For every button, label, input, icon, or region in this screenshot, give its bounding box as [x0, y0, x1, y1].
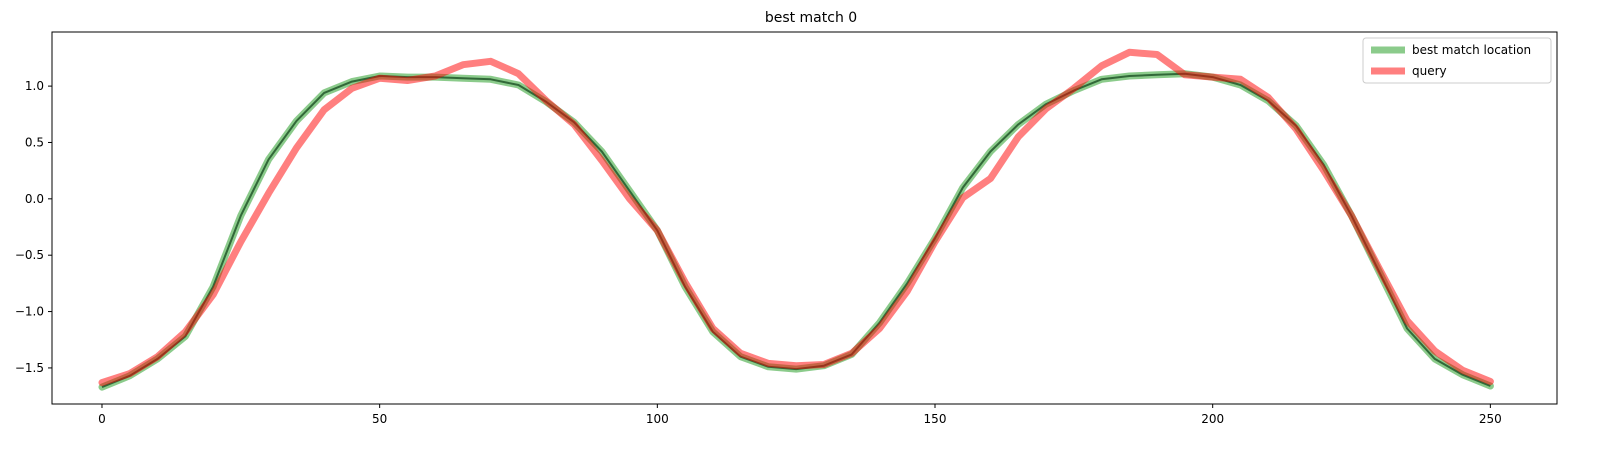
y-tick-label: −1.5 [15, 361, 44, 375]
y-tick-label: 1.0 [25, 79, 44, 93]
y-tick-label: −1.0 [15, 305, 44, 319]
y-tick-label: −0.5 [15, 248, 44, 262]
legend: best match location query [1362, 37, 1552, 84]
x-tick-label: 200 [1201, 412, 1224, 426]
series-line-core-best-match-location [101, 72, 1491, 389]
y-tick-label: 0.5 [25, 135, 44, 149]
legend-box [1362, 37, 1552, 84]
chart-title: best match 0 [765, 10, 857, 26]
y-tick-label: 0.0 [25, 192, 44, 206]
series-layer [98, 48, 1494, 391]
y-axis: −1.5 −1.0 −0.5 0.0 0.5 1.0 [15, 79, 52, 375]
x-tick-label: 150 [924, 412, 947, 426]
axes-layer [51, 31, 1558, 405]
series-line-best-match-location [98, 70, 1494, 391]
x-tick-label: 0 [98, 412, 106, 426]
plot-frame [51, 31, 1558, 405]
legend-label-best-match-location: best match location [1412, 43, 1531, 57]
series-line-query [98, 48, 1494, 387]
legend-label-query: query [1412, 64, 1447, 78]
x-tick-label: 100 [646, 412, 669, 426]
x-tick-label: 250 [1479, 412, 1502, 426]
x-tick-label: 50 [372, 412, 387, 426]
x-axis: 0 50 100 150 200 250 [98, 404, 1502, 426]
